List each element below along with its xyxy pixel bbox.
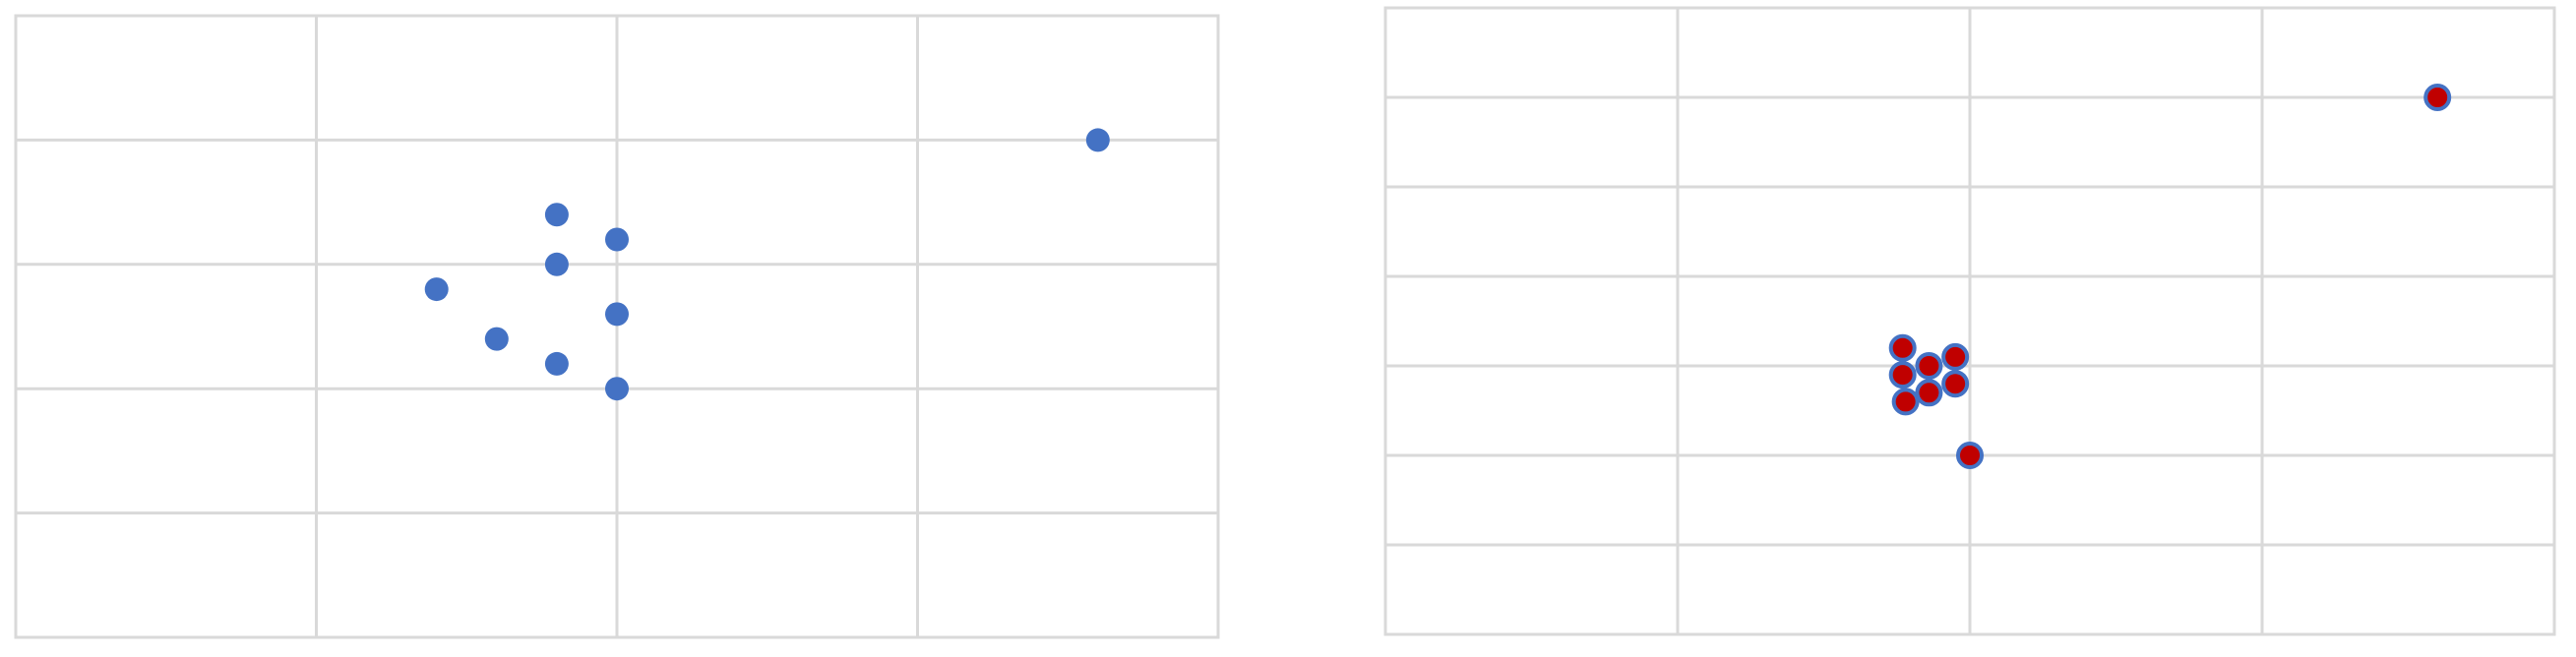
data-point (424, 277, 449, 302)
scatter-chart-right (1383, 6, 2556, 636)
data-point (605, 302, 629, 327)
data-point (1956, 442, 1984, 469)
data-point (1085, 128, 1110, 152)
data-point (484, 327, 509, 351)
data-point (605, 377, 629, 401)
data-point (544, 252, 569, 276)
data-point (1941, 370, 1970, 398)
data-point (544, 203, 569, 227)
data-point (605, 227, 629, 252)
data-point (1888, 361, 1917, 389)
data-point (1915, 379, 1943, 407)
plot-area-border (14, 14, 1220, 639)
data-point (1888, 333, 1917, 362)
data-point (1915, 352, 1943, 380)
data-point (1941, 342, 1970, 371)
data-point (1891, 388, 1920, 416)
scatter-chart-left (14, 14, 1220, 639)
data-point (544, 351, 569, 376)
plot-area-border (1383, 6, 2556, 636)
data-point (2423, 84, 2452, 111)
